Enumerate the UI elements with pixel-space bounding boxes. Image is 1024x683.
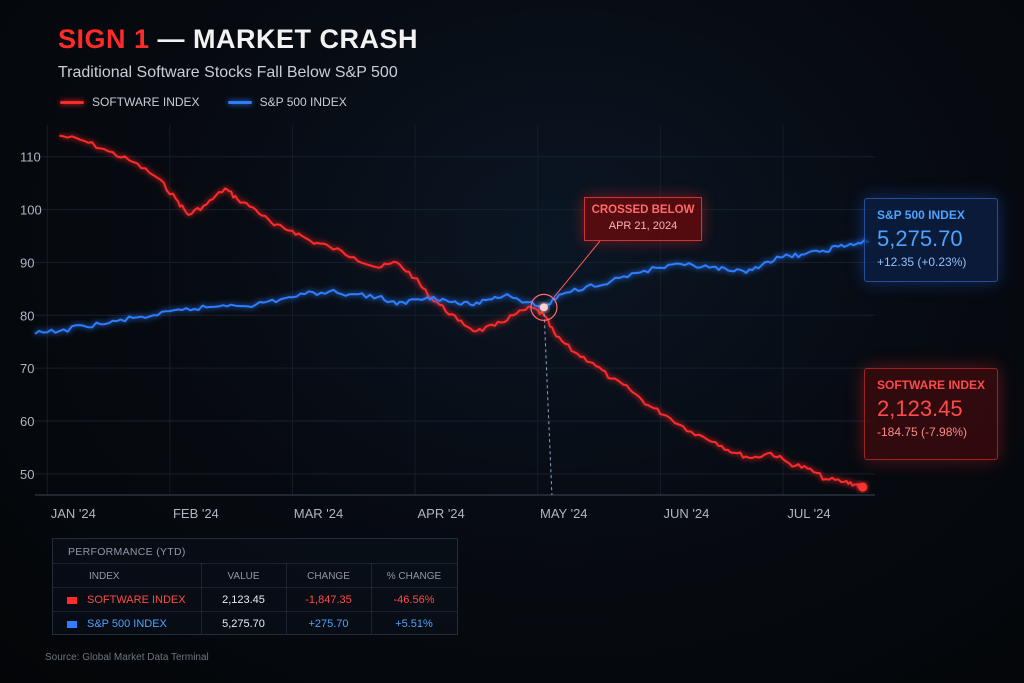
sp500-swatch-icon bbox=[67, 620, 77, 628]
x-tick-label: JAN '24 bbox=[51, 506, 96, 521]
title-sign: SIGN 1 bbox=[58, 24, 150, 54]
software-end-point bbox=[858, 482, 868, 492]
sp500-index-line bbox=[34, 238, 870, 335]
y-tick-label: 50 bbox=[20, 467, 34, 482]
row-software-value: 2,123.45 bbox=[222, 594, 265, 606]
header-pct-change: % CHANGE bbox=[386, 570, 442, 582]
software-index-line bbox=[59, 134, 864, 488]
chart-legend: SOFTWARE INDEX S&P 500 INDEX bbox=[60, 95, 347, 109]
performance-table-header: INDEX VALUE CHANGE % CHANGE bbox=[53, 563, 457, 588]
cross-annotation-label: CROSSED BELOW APR 21, 2024 bbox=[584, 197, 702, 241]
cross-leader-line bbox=[553, 240, 601, 298]
y-tick-label: 90 bbox=[20, 255, 34, 270]
x-axis-ticks: JAN '24 FEB '24 MAR '24 APR '24 MAY '24 JUN '… bbox=[51, 506, 831, 521]
cross-marker-ring bbox=[530, 293, 558, 321]
y-tick-label: 100 bbox=[20, 203, 42, 218]
y-axis-ticks: 110 100 90 80 70 60 50 bbox=[20, 150, 42, 482]
page-title: SIGN 1 — MARKET CRASH bbox=[58, 24, 418, 55]
table-row-sp500: S&P 500 INDEX 5,275.70 +275.70 +5.51% bbox=[53, 611, 457, 636]
chart-series bbox=[34, 134, 870, 492]
software-panel-change: -184.75 (-7.98%) bbox=[877, 425, 968, 439]
header-value: VALUE bbox=[227, 570, 260, 582]
x-tick-label: JUN '24 bbox=[663, 506, 709, 521]
x-tick-label: MAY '24 bbox=[540, 506, 588, 521]
table-divider bbox=[286, 563, 287, 634]
table-divider bbox=[371, 563, 372, 634]
row-sp500-index: S&P 500 INDEX bbox=[53, 618, 201, 630]
cross-guide-line bbox=[543, 307, 553, 496]
legend-item-software[interactable]: SOFTWARE INDEX bbox=[60, 95, 200, 109]
y-tick-label: 60 bbox=[20, 414, 34, 429]
row-software-label: SOFTWARE INDEX bbox=[87, 594, 186, 606]
legend-item-sp500[interactable]: S&P 500 INDEX bbox=[227, 95, 347, 109]
table-divider bbox=[201, 563, 202, 634]
row-sp500-change: +275.70 bbox=[308, 618, 349, 630]
sp500-panel-value: 5,275.70 bbox=[877, 226, 963, 251]
y-tick-label: 110 bbox=[20, 150, 41, 165]
row-sp500-pct: +5.51% bbox=[395, 618, 433, 630]
table-row-software: SOFTWARE INDEX 2,123.45 -1,847.35 -46.56… bbox=[53, 587, 457, 612]
software-value-panel: SOFTWARE INDEX 2,123.45 -184.75 (-7.98%) bbox=[864, 368, 998, 460]
row-software-change: -1,847.35 bbox=[305, 594, 352, 606]
row-sp500-value: 5,275.70 bbox=[222, 618, 265, 630]
row-software-index: SOFTWARE INDEX bbox=[53, 594, 201, 606]
performance-table-title: PERFORMANCE (YTD) bbox=[68, 546, 186, 558]
chart-grid bbox=[35, 125, 875, 495]
sp500-panel-name: S&P 500 INDEX bbox=[877, 208, 965, 222]
x-tick-label: FEB '24 bbox=[173, 506, 219, 521]
source-note: Source: Global Market Data Terminal bbox=[45, 652, 209, 663]
title-rest: — MARKET CRASH bbox=[149, 24, 419, 54]
legend-label-software: SOFTWARE INDEX bbox=[92, 95, 200, 109]
x-tick-label: MAR '24 bbox=[294, 506, 343, 521]
cross-annotation bbox=[530, 240, 601, 496]
y-tick-label: 70 bbox=[20, 361, 34, 376]
cross-annotation-title: CROSSED BELOW bbox=[591, 204, 695, 216]
x-tick-label: APR '24 bbox=[417, 506, 464, 521]
y-tick-label: 80 bbox=[20, 308, 34, 323]
sp500-value-panel: S&P 500 INDEX 5,275.70 +12.35 (+0.23%) bbox=[864, 198, 998, 282]
row-sp500-label: S&P 500 INDEX bbox=[87, 618, 167, 630]
header-index: INDEX bbox=[89, 570, 120, 582]
row-software-pct: -46.56% bbox=[393, 594, 435, 606]
cross-marker-dot bbox=[539, 303, 548, 312]
cross-annotation-date: APR 21, 2024 bbox=[608, 220, 678, 232]
software-panel-value: 2,123.45 bbox=[877, 396, 963, 421]
performance-table: PERFORMANCE (YTD) INDEX VALUE CHANGE % C… bbox=[52, 538, 458, 635]
software-swatch-icon bbox=[67, 596, 77, 604]
legend-swatch-software bbox=[60, 100, 84, 104]
legend-swatch-sp500 bbox=[227, 100, 252, 104]
header-change: CHANGE bbox=[307, 570, 350, 582]
page-subtitle: Traditional Software Stocks Fall Below S… bbox=[58, 64, 398, 81]
legend-label-sp500: S&P 500 INDEX bbox=[259, 95, 347, 109]
sp500-panel-change: +12.35 (+0.23%) bbox=[877, 255, 967, 269]
software-panel-name: SOFTWARE INDEX bbox=[877, 378, 986, 392]
x-tick-label: JUL '24 bbox=[787, 506, 830, 521]
